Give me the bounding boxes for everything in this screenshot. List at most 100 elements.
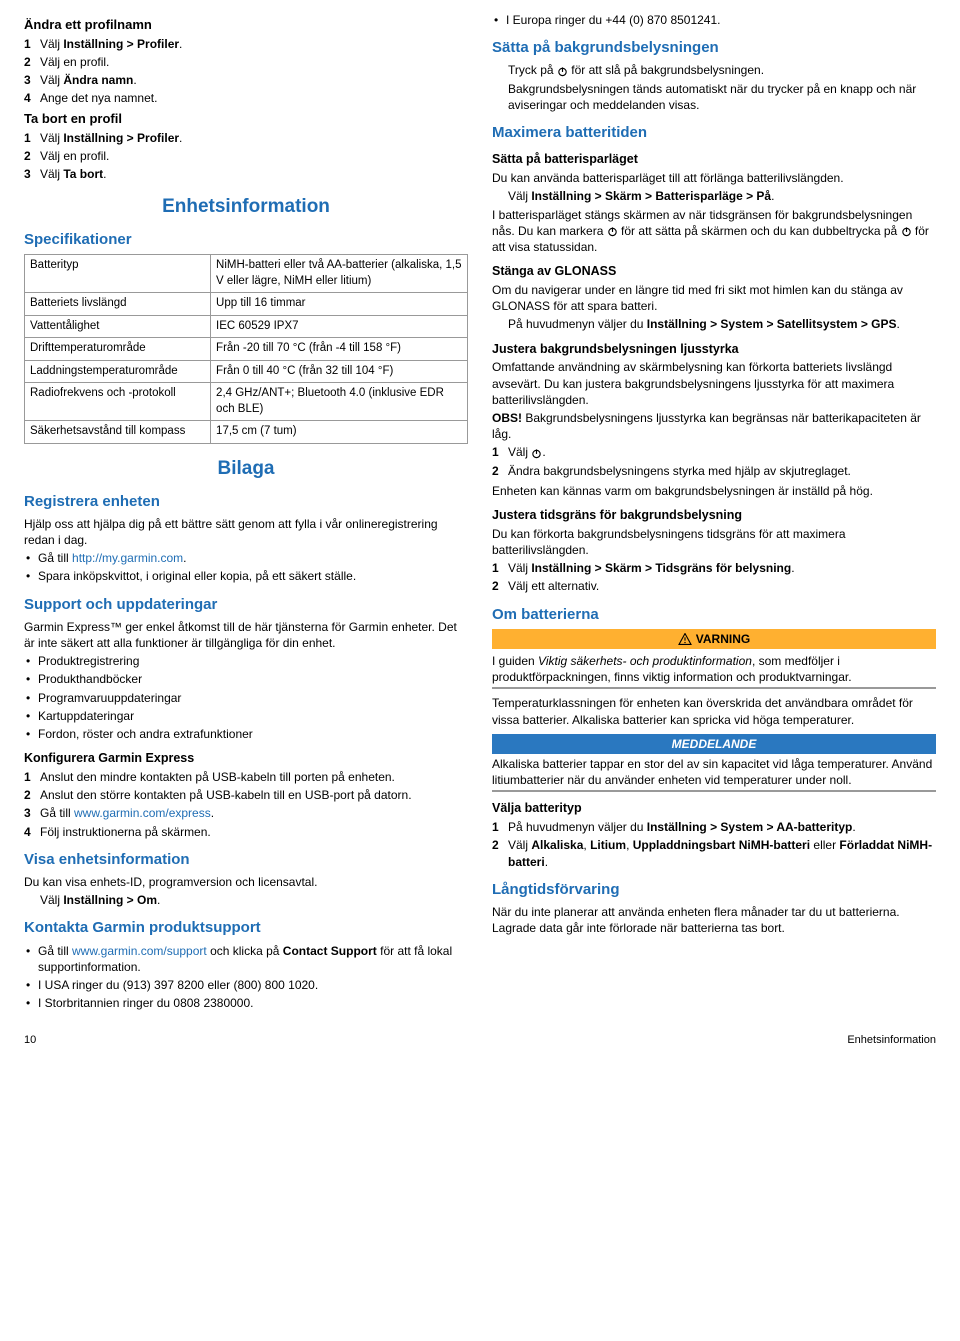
bullet-list: Produktregistrering Produkthandböcker Pr… [24,653,468,742]
heading-battery-saver: Sätta på batterisparläget [492,151,936,168]
heading-maximize-battery: Maximera batteritiden [492,123,936,143]
paragraph: Alkaliska batterier tappar en stor del a… [492,756,936,788]
table-row: Batteriets livslängdUpp till 16 timmar [25,293,468,316]
paragraph: Enheten kan kännas varm om bakgrundsbely… [492,483,936,499]
paragraph: Du kan visa enhets-ID, programversion oc… [24,874,468,890]
list-item: I Europa ringer du +44 (0) 870 8501241. [492,12,936,28]
step: Välj Alkaliska, Litium, Uppladdningsbart… [492,837,936,869]
table-row: DrifttemperaturområdeFrån -20 till 70 °C… [25,338,468,361]
paragraph: Du kan använda batterisparläget till att… [492,170,936,186]
step: Välj Ta bort. [24,166,468,182]
paragraph: Du kan förkorta bakgrundsbelysningens ti… [492,526,936,558]
step: Anslut den större kontakten på USB-kabel… [24,787,468,803]
step: Välj ett alternativ. [492,578,936,594]
power-icon [607,226,618,237]
right-column: I Europa ringer du +44 (0) 870 8501241. … [492,12,936,1015]
paragraph: Bakgrundsbelysningen tänds automatiskt n… [492,81,936,113]
notice-box: MEDDELANDE [492,734,936,754]
bullet-list: I Europa ringer du +44 (0) 870 8501241. [492,12,936,28]
link-express[interactable]: www.garmin.com/express [74,806,211,820]
list-item: Produktregistrering [24,653,468,669]
table-row: BatteritypNiMH-batteri eller två AA-batt… [25,255,468,293]
heading-adjust-brightness: Justera bakgrundsbelysningen ljusstyrka [492,341,936,358]
step: Ange det nya namnet. [24,90,468,106]
heading-change-profile: Ändra ett profilnamn [24,16,468,34]
divider [492,790,936,792]
instruction: Tryck på för att slå på bakgrundsbelysni… [492,62,936,78]
step: Välj en profil. [24,54,468,70]
instruction: Välj Inställning > Om. [24,892,468,908]
step: Välj en profil. [24,148,468,164]
link-mygarmin[interactable]: http://my.garmin.com [72,551,183,565]
two-column-layout: Ändra ett profilnamn Välj Inställning > … [24,12,936,1015]
heading-configure-express: Konfigurera Garmin Express [24,750,468,767]
heading-adjust-timeout: Justera tidsgräns för bakgrundsbelysning [492,507,936,524]
list-item: Programvaruuppdateringar [24,690,468,706]
step: Anslut den mindre kontakten på USB-kabel… [24,769,468,785]
table-row: VattentålighetIEC 60529 IPX7 [25,315,468,338]
heading-about-batteries: Om batterierna [492,605,936,625]
steps-brightness: Välj . Ändra bakgrundsbelysningens styrk… [492,444,936,478]
step: Följ instruktionerna på skärmen. [24,824,468,840]
steps-timeout: Välj Inställning > Skärm > Tidsgräns för… [492,560,936,594]
paragraph: Hjälp oss att hjälpa dig på ett bättre s… [24,516,468,548]
heading-specs: Specifikationer [24,230,468,250]
step: Välj Inställning > Profiler. [24,130,468,146]
list-item: Gå till www.garmin.com/support och klick… [24,943,468,975]
list-item: I USA ringer du (913) 397 8200 eller (80… [24,977,468,993]
heading-glonass-off: Stänga av GLONASS [492,263,936,280]
heading-register: Registrera enheten [24,492,468,512]
step: Välj Inställning > Skärm > Tidsgräns för… [492,560,936,576]
power-icon [557,66,568,77]
steps-change-profile: Välj Inställning > Profiler. Välj en pro… [24,36,468,107]
list-item: Fordon, röster och andra extrafunktioner [24,726,468,742]
steps-remove-profile: Välj Inställning > Profiler. Välj en pro… [24,130,468,183]
power-icon [901,226,912,237]
heading-long-term-storage: Långtidsförvaring [492,880,936,900]
left-column: Ändra ett profilnamn Välj Inställning > … [24,12,468,1015]
paragraph: När du inte planerar att använda enheten… [492,904,936,936]
step: Gå till www.garmin.com/express. [24,805,468,821]
instruction: Välj Inställning > Skärm > Batterisparlä… [492,188,936,204]
table-row: Radiofrekvens och -protokoll2,4 GHz/ANT+… [25,383,468,421]
power-icon [531,448,542,459]
paragraph: Garmin Express™ ger enkel åtkomst till d… [24,619,468,651]
bullet-list: Gå till www.garmin.com/support och klick… [24,943,468,1012]
table-row: LaddningstemperaturområdeFrån 0 till 40 … [25,360,468,383]
step: Välj . [492,444,936,460]
step: På huvudmenyn väljer du Inställning > Sy… [492,819,936,835]
list-item: Gå till http://my.garmin.com. [24,550,468,566]
heading-support: Support och uppdateringar [24,595,468,615]
heading-view-info: Visa enhetsinformation [24,850,468,870]
warning-box: VARNING [492,629,936,649]
paragraph: I batterisparläget stängs skärmen av när… [492,207,936,256]
page-number: 10 [24,1033,36,1048]
step: Välj Ändra namn. [24,72,468,88]
divider [492,687,936,689]
heading-remove-profile: Ta bort en profil [24,110,468,128]
spec-table: BatteritypNiMH-batteri eller två AA-batt… [24,254,468,444]
list-item: Kartuppdateringar [24,708,468,724]
bullet-list: Gå till http://my.garmin.com. Spara inkö… [24,550,468,584]
list-item: I Storbritannien ringer du 0808 2380000. [24,995,468,1011]
table-row: Säkerhetsavstånd till kompass17,5 cm (7 … [25,421,468,444]
paragraph: I guiden Viktig säkerhets- och produktin… [492,653,936,685]
heading-backlight-on: Sätta på bakgrundsbelysningen [492,38,936,58]
link-support[interactable]: www.garmin.com/support [72,944,207,958]
paragraph: Om du navigerar under en längre tid med … [492,282,936,314]
warning-triangle-icon [678,633,692,645]
heading-appendix: Bilaga [24,456,468,482]
instruction: På huvudmenyn väljer du Inställning > Sy… [492,316,936,332]
list-item: Produkthandböcker [24,671,468,687]
steps-battery-type: På huvudmenyn väljer du Inställning > Sy… [492,819,936,870]
step: Ändra bakgrundsbelysningens styrka med h… [492,463,936,479]
note: OBS! Bakgrundsbelysningens ljusstyrka ka… [492,410,936,442]
step: Välj Inställning > Profiler. [24,36,468,52]
footer-label: Enhetsinformation [847,1033,936,1048]
heading-contact: Kontakta Garmin produktsupport [24,918,468,938]
steps-configure: Anslut den mindre kontakten på USB-kabel… [24,769,468,840]
heading-choose-battery: Välja batterityp [492,800,936,817]
paragraph: Temperaturklassningen för enheten kan öv… [492,695,936,727]
list-item: Spara inköpskvittot, i original eller ko… [24,568,468,584]
heading-device-info: Enhetsinformation [24,194,468,220]
